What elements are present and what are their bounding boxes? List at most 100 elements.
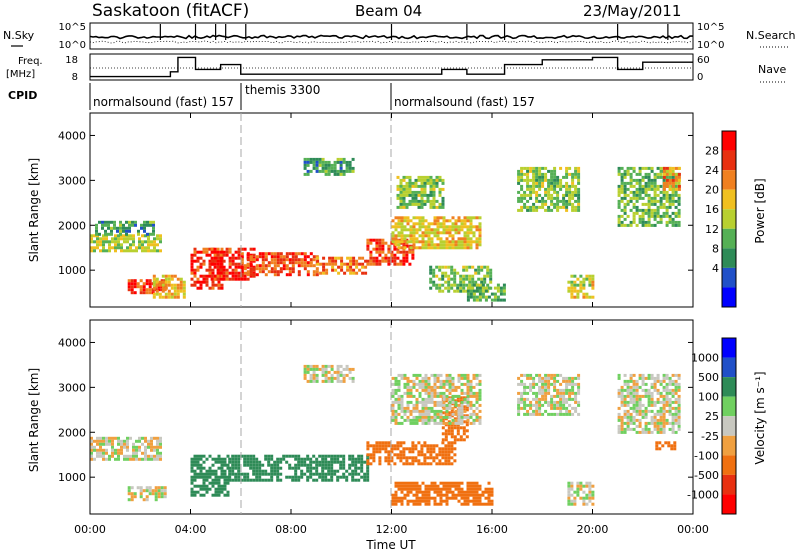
heatmap-cell (438, 289, 442, 293)
heatmap-cell (399, 259, 403, 263)
heatmap-cell (324, 472, 328, 476)
heatmap-cell (123, 249, 126, 253)
heatmap-cell (565, 388, 569, 392)
heatmap-cell (421, 388, 425, 392)
heatmap-cell (441, 187, 445, 191)
heatmap-cell (441, 450, 445, 454)
heatmap-cell (520, 394, 524, 398)
heatmap-cell (532, 385, 536, 389)
heatmap-cell (403, 228, 407, 232)
heatmap-cell (550, 175, 554, 179)
heatmap-cell (478, 388, 482, 392)
heatmap-cell (375, 259, 379, 263)
heatmap-cell (406, 222, 410, 226)
heatmap-cell (264, 454, 268, 458)
heatmap-cell (629, 223, 633, 227)
heatmap-cell (502, 298, 506, 302)
heatmap-cell (372, 447, 376, 451)
heatmap-cell (635, 385, 639, 389)
heatmap-cell (541, 412, 545, 416)
heatmap-cell (137, 229, 140, 233)
heatmap-cell (674, 373, 678, 377)
heatmap-cell (568, 190, 572, 194)
heatmap-cell (427, 246, 431, 250)
heatmap-cell (478, 298, 482, 302)
heatmap-cell (243, 274, 247, 278)
heatmap-cell (544, 199, 548, 203)
heatmap-cell (179, 286, 183, 290)
heatmap-cell (472, 487, 476, 491)
heatmap-cell (668, 169, 672, 173)
heatmap-cell (463, 216, 467, 220)
heatmap-cell (228, 247, 232, 251)
heatmap-cell (406, 219, 410, 223)
heatmap-cell (152, 286, 156, 290)
heatmap-cell (196, 472, 200, 476)
heatmap-cell (403, 412, 407, 416)
heatmap-cell (638, 373, 642, 377)
heatmap-cell (617, 427, 621, 431)
heatmap-cell (469, 246, 473, 250)
heatmap-cell (252, 466, 256, 470)
heatmap-cell (414, 202, 418, 206)
heatmap-cell (668, 202, 672, 206)
heatmap-cell (457, 487, 461, 491)
heatmap-cell (573, 295, 577, 299)
heatmap-cell (671, 421, 675, 425)
heatmap-cell (123, 439, 126, 443)
heatmap-cell (424, 382, 428, 386)
heatmap-cell (647, 421, 651, 425)
heatmap-cell (390, 450, 394, 454)
heatmap-cell (120, 243, 123, 247)
heatmap-cell (439, 487, 443, 491)
heatmap-cell (538, 169, 542, 173)
heatmap-cell (423, 181, 427, 185)
heatmap-cell (523, 193, 527, 197)
heatmap-cell (418, 216, 422, 220)
heatmap-cell (339, 379, 343, 383)
heatmap-cell (234, 277, 238, 281)
heatmap-cell (647, 391, 651, 395)
heatmap-cell (133, 282, 137, 286)
heatmap-cell (565, 208, 569, 212)
heatmap-cell (202, 274, 206, 278)
heatmap-cell (270, 454, 274, 458)
heatmap-cell (378, 259, 382, 263)
heatmap-cell (644, 211, 648, 215)
heatmap-cell (394, 496, 398, 500)
heatmap-cell (397, 385, 401, 389)
heatmap-cell (225, 271, 229, 275)
heatmap-cell (620, 175, 624, 179)
heatmap-cell (157, 489, 161, 493)
heatmap-cell (656, 412, 660, 416)
heatmap-cell (426, 193, 430, 197)
heatmap-cell (620, 187, 624, 191)
heatmap-cell (315, 373, 319, 377)
heatmap-cell (95, 229, 98, 233)
heatmap-cell (151, 492, 155, 496)
heatmap-cell (439, 216, 443, 220)
heatmap-cell (450, 411, 454, 415)
heatmap-cell (409, 499, 413, 503)
heatmap-cell (623, 196, 627, 200)
heatmap-cell (223, 478, 227, 482)
heatmap-cell (535, 181, 539, 185)
heatmap-cell (450, 265, 454, 269)
heatmap-cell (463, 502, 467, 506)
heatmap-cell (400, 400, 404, 404)
heatmap-cell (677, 214, 681, 218)
heatmap-cell (243, 271, 247, 275)
heatmap-cell (432, 447, 436, 451)
heatmap-cell (496, 283, 500, 287)
heatmap-cell (579, 487, 583, 491)
heatmap-cell (285, 258, 289, 262)
heatmap-cell (626, 214, 630, 218)
heatmap-cell (562, 376, 566, 380)
heatmap-cell (430, 240, 434, 244)
heatmap-cell (237, 247, 241, 251)
heatmap-cell (331, 259, 335, 263)
heatmap-cell (582, 286, 586, 290)
heatmap-cell (300, 264, 304, 268)
heatmap-cell (635, 190, 639, 194)
heatmap-cell (573, 502, 577, 506)
